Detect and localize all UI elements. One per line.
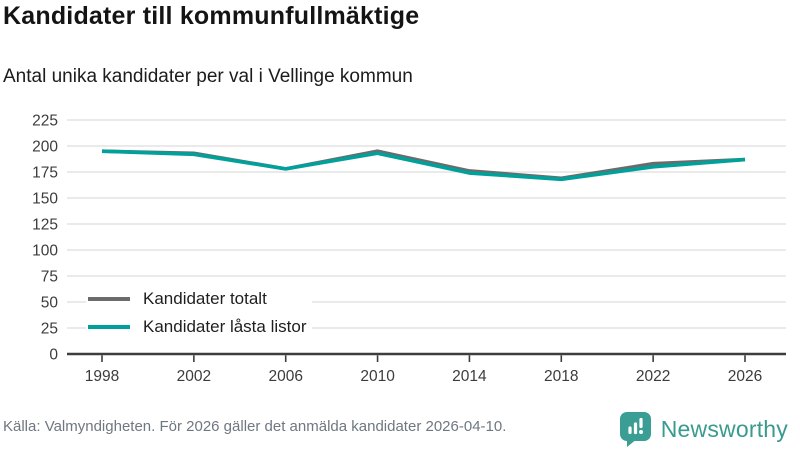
y-tick-label: 125: [32, 217, 58, 234]
legend-swatch-totalt: [88, 297, 130, 301]
legend-item-lasta-listor: Kandidater låsta listor: [86, 315, 313, 339]
x-tick-label: 2006: [268, 368, 302, 385]
y-tick-label: 175: [32, 165, 58, 182]
y-tick-label: 75: [41, 269, 58, 286]
y-tick-label: 200: [32, 139, 58, 156]
x-tick-label: 2026: [728, 368, 762, 385]
y-tick-label: 150: [32, 191, 58, 208]
chart-title: Kandidater till kommunfullmäktige: [3, 2, 420, 30]
source-note: Källa: Valmyndigheten. För 2026 gäller d…: [3, 418, 507, 435]
x-tick-label: 2010: [360, 368, 395, 385]
x-tick-label: 2022: [636, 368, 670, 385]
y-tick-label: 100: [32, 243, 58, 260]
x-tick-label: 1998: [85, 368, 119, 385]
legend-swatch-lasta-listor: [88, 325, 130, 329]
newsworthy-wordmark: Newsworthy: [660, 415, 788, 442]
newsworthy-bubble-icon: [619, 411, 651, 447]
newsworthy-logo: Newsworthy: [619, 408, 788, 450]
chart-subtitle: Antal unika kandidater per val i Velling…: [3, 66, 413, 87]
x-tick-label: 2018: [544, 368, 578, 385]
x-tick-label: 2014: [452, 368, 487, 385]
legend-label-lasta-listor: Kandidater låsta listor: [143, 317, 307, 336]
chart-legend: Kandidater totalt Kandidater låsta listo…: [86, 287, 313, 339]
series-line-1: [101, 149, 746, 182]
chart-footer: Källa: Valmyndigheten. För 2026 gäller d…: [0, 408, 800, 450]
y-tick-label: 0: [49, 347, 58, 364]
y-tick-label: 50: [41, 295, 59, 312]
y-tick-label: 225: [32, 113, 58, 130]
x-tick-label: 2002: [177, 368, 211, 385]
legend-label-totalt: Kandidater totalt: [143, 289, 267, 308]
y-tick-label: 25: [41, 321, 58, 338]
legend-item-totalt: Kandidater totalt: [86, 287, 313, 311]
